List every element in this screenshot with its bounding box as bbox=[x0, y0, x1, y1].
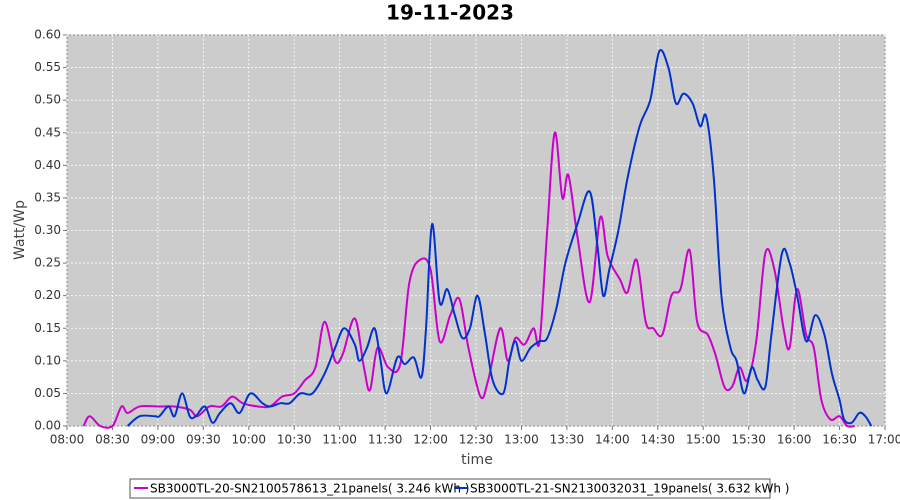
x-tick-label: 16:30 bbox=[822, 433, 857, 447]
y-tick-label: 0.20 bbox=[34, 288, 61, 302]
x-tick-label: 08:00 bbox=[50, 433, 85, 447]
legend bbox=[129, 478, 771, 499]
y-tick-label: 0.30 bbox=[34, 223, 61, 237]
x-tick-label: 14:00 bbox=[595, 433, 630, 447]
chart-title: 19-11-2023 bbox=[386, 1, 514, 25]
y-tick-label: 0.00 bbox=[34, 419, 61, 433]
x-tick-label: 10:30 bbox=[277, 433, 312, 447]
y-tick-label: 0.25 bbox=[34, 256, 61, 270]
x-tick-label: 17:00 bbox=[868, 433, 900, 447]
x-tick-label: 13:30 bbox=[550, 433, 585, 447]
x-tick-label: 15:00 bbox=[686, 433, 721, 447]
y-tick-label: 0.55 bbox=[34, 60, 61, 74]
x-axis-label: time bbox=[461, 452, 493, 468]
y-tick-label: 0.05 bbox=[34, 386, 61, 400]
x-tick-label: 12:00 bbox=[413, 433, 448, 447]
legend-label: SB3000TL-20-SN2100578613_21panels( 3.246… bbox=[150, 482, 469, 496]
x-tick-label: 11:00 bbox=[322, 433, 357, 447]
x-tick-label: 12:30 bbox=[459, 433, 494, 447]
y-tick-label: 0.50 bbox=[34, 93, 61, 107]
legend-label: SB3000TL-21-SN2130032031_19panels( 3.632… bbox=[470, 482, 789, 496]
x-tick-label: 09:30 bbox=[186, 433, 221, 447]
y-axis-label: Watt/Wp bbox=[12, 200, 28, 260]
x-tick-label: 11:30 bbox=[368, 433, 403, 447]
x-tick-label: 08:30 bbox=[95, 433, 130, 447]
y-tick-label: 0.40 bbox=[34, 158, 61, 172]
x-tick-label: 13:00 bbox=[504, 433, 539, 447]
x-tick-label: 14:30 bbox=[640, 433, 675, 447]
y-tick-label: 0.10 bbox=[34, 353, 61, 367]
series-line bbox=[82, 131, 855, 429]
x-tick-label: 09:00 bbox=[141, 433, 176, 447]
y-tick-label: 0.35 bbox=[34, 190, 61, 204]
y-tick-label: 0.45 bbox=[34, 125, 61, 139]
y-tick-label: 0.60 bbox=[34, 28, 61, 42]
series-line bbox=[126, 49, 873, 427]
y-tick-label: 0.15 bbox=[34, 321, 61, 335]
x-tick-label: 16:00 bbox=[777, 433, 812, 447]
x-tick-label: 15:30 bbox=[731, 433, 766, 447]
x-tick-label: 10:00 bbox=[231, 433, 266, 447]
